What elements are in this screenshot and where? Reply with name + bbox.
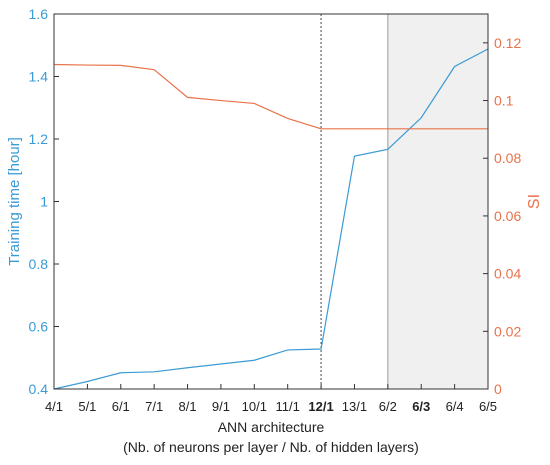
x-tick-label: 6/3 — [412, 399, 430, 414]
x-tick-label: 6/4 — [446, 399, 464, 414]
right-y-tick-label: 0 — [494, 381, 502, 397]
left-y-tick-label: 1.6 — [29, 6, 49, 22]
right-y-tick-label: 0.1 — [494, 93, 514, 109]
right-y-axis: 0 0.02 0.04 0.06 0.08 0.1 0.12 — [483, 35, 521, 397]
x-tick-label: 4/1 — [45, 399, 63, 414]
x-tick-label: 7/1 — [145, 399, 163, 414]
left-y-axis: 0.4 0.6 0.8 1 1.2 1.4 1.6 — [29, 6, 59, 397]
right-y-tick-label: 0.06 — [494, 208, 521, 224]
right-y-axis-label: SI — [526, 194, 543, 209]
x-tick-label: 11/1 — [276, 399, 300, 414]
x-axis-label: ANN architecture — [218, 419, 325, 435]
left-y-axis-label: Training time [hour] — [6, 137, 23, 266]
x-tick-label: 13/1 — [342, 399, 367, 414]
x-tick-label: 5/1 — [78, 399, 96, 414]
x-tick-label: 12/1 — [308, 399, 333, 414]
left-y-tick-label: 0.8 — [29, 256, 49, 272]
right-y-tick-label: 0.08 — [494, 150, 521, 166]
left-y-tick-label: 1.4 — [29, 69, 49, 85]
shaded-region — [387, 14, 488, 389]
x-axis: 4/1 5/1 6/1 7/1 8/1 9/1 10/1 11/1 12/1 13/1 6/2 6/3… — [45, 384, 497, 414]
x-tick-label: 6/2 — [379, 399, 397, 414]
left-y-tick-label: 1 — [40, 194, 48, 210]
series-line-left-axis — [53, 48, 489, 390]
left-y-tick-label: 0.6 — [29, 319, 49, 335]
x-tick-label: 10/1 — [242, 399, 267, 414]
x-tick-label: 9/1 — [212, 399, 230, 414]
right-y-tick-label: 0.02 — [494, 323, 521, 339]
x-axis-label-subtitle: (Nb. of neurons per layer / Nb. of hidde… — [123, 439, 419, 455]
left-y-tick-label: 0.4 — [29, 381, 49, 397]
x-tick-label: 8/1 — [178, 399, 196, 414]
x-tick-label: 6/1 — [112, 399, 130, 414]
series-line-right-axis — [53, 63, 488, 130]
x-tick-label: 6/5 — [479, 399, 497, 414]
right-y-tick-label: 0.12 — [494, 35, 521, 51]
left-y-tick-label: 1.2 — [29, 131, 49, 147]
right-y-tick-label: 0.04 — [494, 266, 521, 282]
